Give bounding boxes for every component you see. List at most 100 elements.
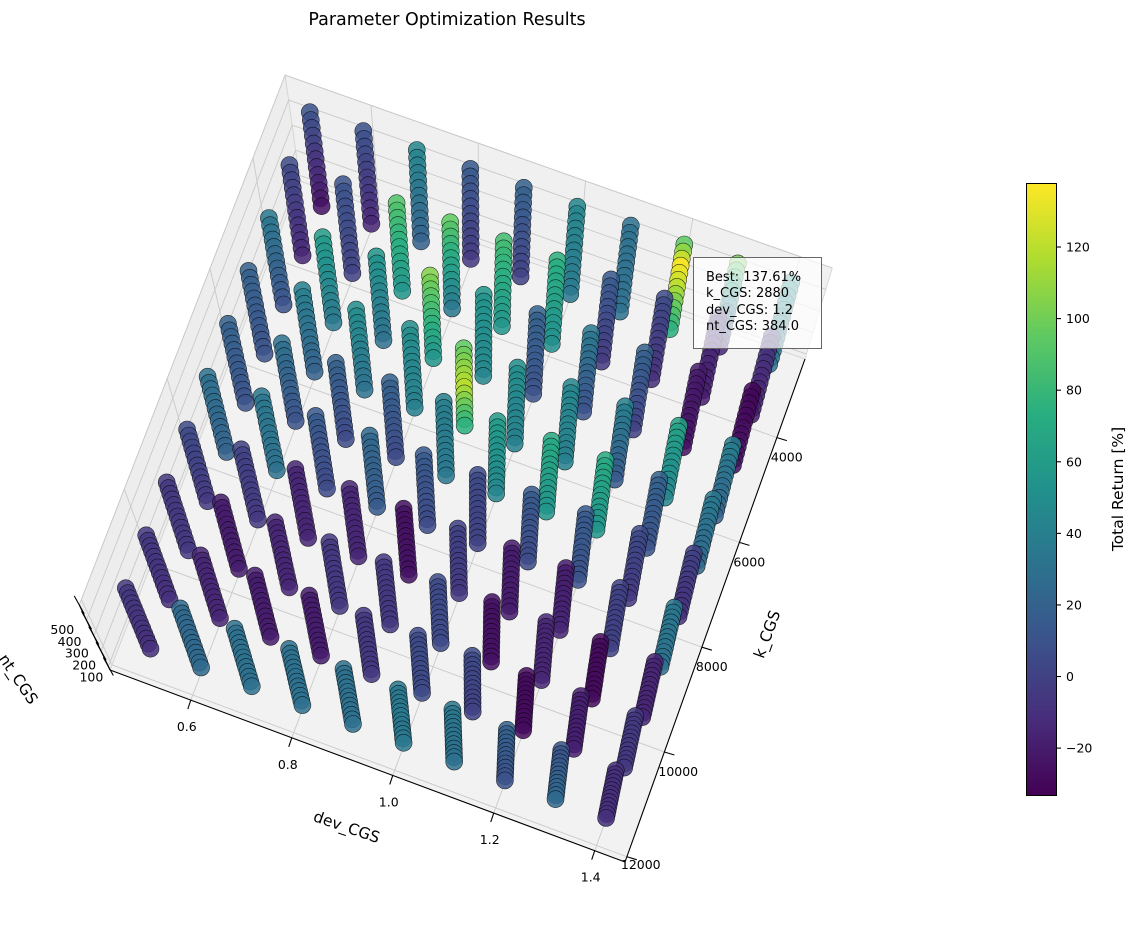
- data-point: [286, 412, 305, 430]
- data-point: [368, 497, 387, 516]
- axis-lines: [73, 358, 806, 863]
- data-point: [455, 416, 474, 435]
- z-tick-mark: [73, 595, 85, 615]
- x-tick-mark: [591, 850, 596, 860]
- data-point: [293, 246, 312, 265]
- data-point: [418, 516, 437, 534]
- best-result-annotation: Best: 137.61% k_CGS: 2880 dev_CGS: 1.2 n…: [693, 257, 822, 349]
- data-point: [330, 597, 349, 615]
- annotation-k: k_CGS: 2880: [706, 286, 790, 302]
- z-tick-mark: [102, 657, 114, 676]
- data-point: [243, 677, 261, 696]
- data-point: [405, 398, 424, 417]
- data-point: [192, 658, 210, 677]
- data-point: [299, 529, 318, 547]
- data-point: [344, 715, 362, 733]
- data-point: [305, 362, 324, 381]
- data-point: [362, 665, 381, 684]
- data-point: [542, 335, 561, 353]
- data-point: [280, 578, 299, 597]
- wall-gridline-nt: [284, 74, 833, 269]
- data-point: [555, 452, 574, 471]
- data-point: [267, 461, 286, 480]
- data-point: [255, 344, 274, 363]
- y-tick-mark: [701, 646, 713, 651]
- data-point: [482, 652, 500, 671]
- data-point: [450, 584, 469, 603]
- x-tick-mark: [288, 737, 293, 747]
- data-point: [355, 380, 374, 399]
- data-point: [394, 733, 413, 752]
- data-point: [393, 281, 412, 300]
- data-point: [445, 752, 464, 771]
- x-tick-mark: [389, 775, 394, 785]
- y-axis-label: k_CGS: [750, 608, 785, 661]
- data-point: [230, 560, 248, 578]
- data-point: [437, 466, 455, 485]
- data-point: [349, 547, 368, 566]
- data-point: [532, 671, 551, 689]
- y-tick-label: 12000: [621, 857, 661, 872]
- data-point: [381, 615, 400, 634]
- data-point: [431, 634, 450, 652]
- data-point: [511, 267, 530, 286]
- y-tick-mark: [626, 856, 638, 861]
- z-tick-mark: [88, 626, 100, 645]
- data-point: [412, 232, 430, 251]
- x-tick-label: 1.2: [480, 832, 500, 847]
- data-point: [249, 510, 267, 529]
- data-point: [362, 215, 381, 233]
- colorbar-ticks: −20 0 20 40 60 80 100 120: [1056, 240, 1092, 756]
- data-point: [524, 384, 543, 403]
- chart-title: Parameter Optimization Results: [308, 10, 585, 30]
- data-point: [500, 602, 519, 621]
- y-tick-label: 8000: [696, 659, 728, 674]
- y-tick-label: 6000: [733, 554, 765, 569]
- z-tick-label: 300: [65, 646, 89, 661]
- x-tick-label: 0.8: [278, 757, 298, 772]
- y-tick-mark: [664, 751, 675, 756]
- colorbar-tick-label: 60: [1066, 454, 1082, 469]
- data-point: [487, 484, 506, 503]
- data-point: [597, 809, 615, 827]
- data-point: [461, 250, 480, 268]
- data-point: [519, 552, 537, 571]
- annotation-dev: dev_CGS: 1.2: [706, 302, 794, 318]
- x-axis-line: [109, 669, 626, 863]
- colorbar-label: Total Return [%]: [1109, 427, 1127, 552]
- y-axis-line: [624, 358, 806, 863]
- data-point: [424, 349, 443, 367]
- data-point: [413, 684, 431, 702]
- colorbar-tick-label: 0: [1066, 669, 1074, 684]
- colorbar-tick-label: 120: [1066, 240, 1090, 255]
- data-point: [324, 313, 343, 332]
- data-point: [141, 639, 160, 658]
- z-tick-label: 100: [79, 669, 103, 684]
- annotation-best: Best: 137.61%: [706, 270, 802, 285]
- z-tick-mark: [95, 641, 107, 661]
- data-point: [236, 394, 255, 412]
- data-point: [312, 197, 331, 215]
- data-point: [387, 448, 405, 467]
- data-point: [493, 317, 511, 336]
- data-point: [293, 696, 312, 714]
- data-point: [211, 609, 229, 628]
- z-axis-label: nt_CGS: [0, 651, 41, 708]
- y-tick-label: 4000: [771, 450, 803, 465]
- wall-gridline-nt: [86, 99, 290, 621]
- annotation-nt: nt_CGS: 384.0: [706, 319, 799, 335]
- data-point: [496, 771, 514, 790]
- z-tick-mark: [81, 611, 92, 630]
- data-point: [261, 628, 280, 646]
- tick-labels: 0.6 0.8 1.0 1.2 1.4 4000 6000 8000 10000 12000 100…: [50, 450, 802, 885]
- wall-gridline-nt: [78, 74, 286, 606]
- colorbar-tick-label: −20: [1066, 741, 1092, 756]
- z-tick-label: 400: [58, 634, 82, 649]
- data-point: [561, 285, 580, 303]
- y-tick-mark: [739, 541, 750, 546]
- data-point: [318, 479, 336, 498]
- x-tick-label: 1.4: [581, 870, 601, 885]
- x-tick-mark: [187, 699, 192, 710]
- colorbar: [1026, 183, 1057, 796]
